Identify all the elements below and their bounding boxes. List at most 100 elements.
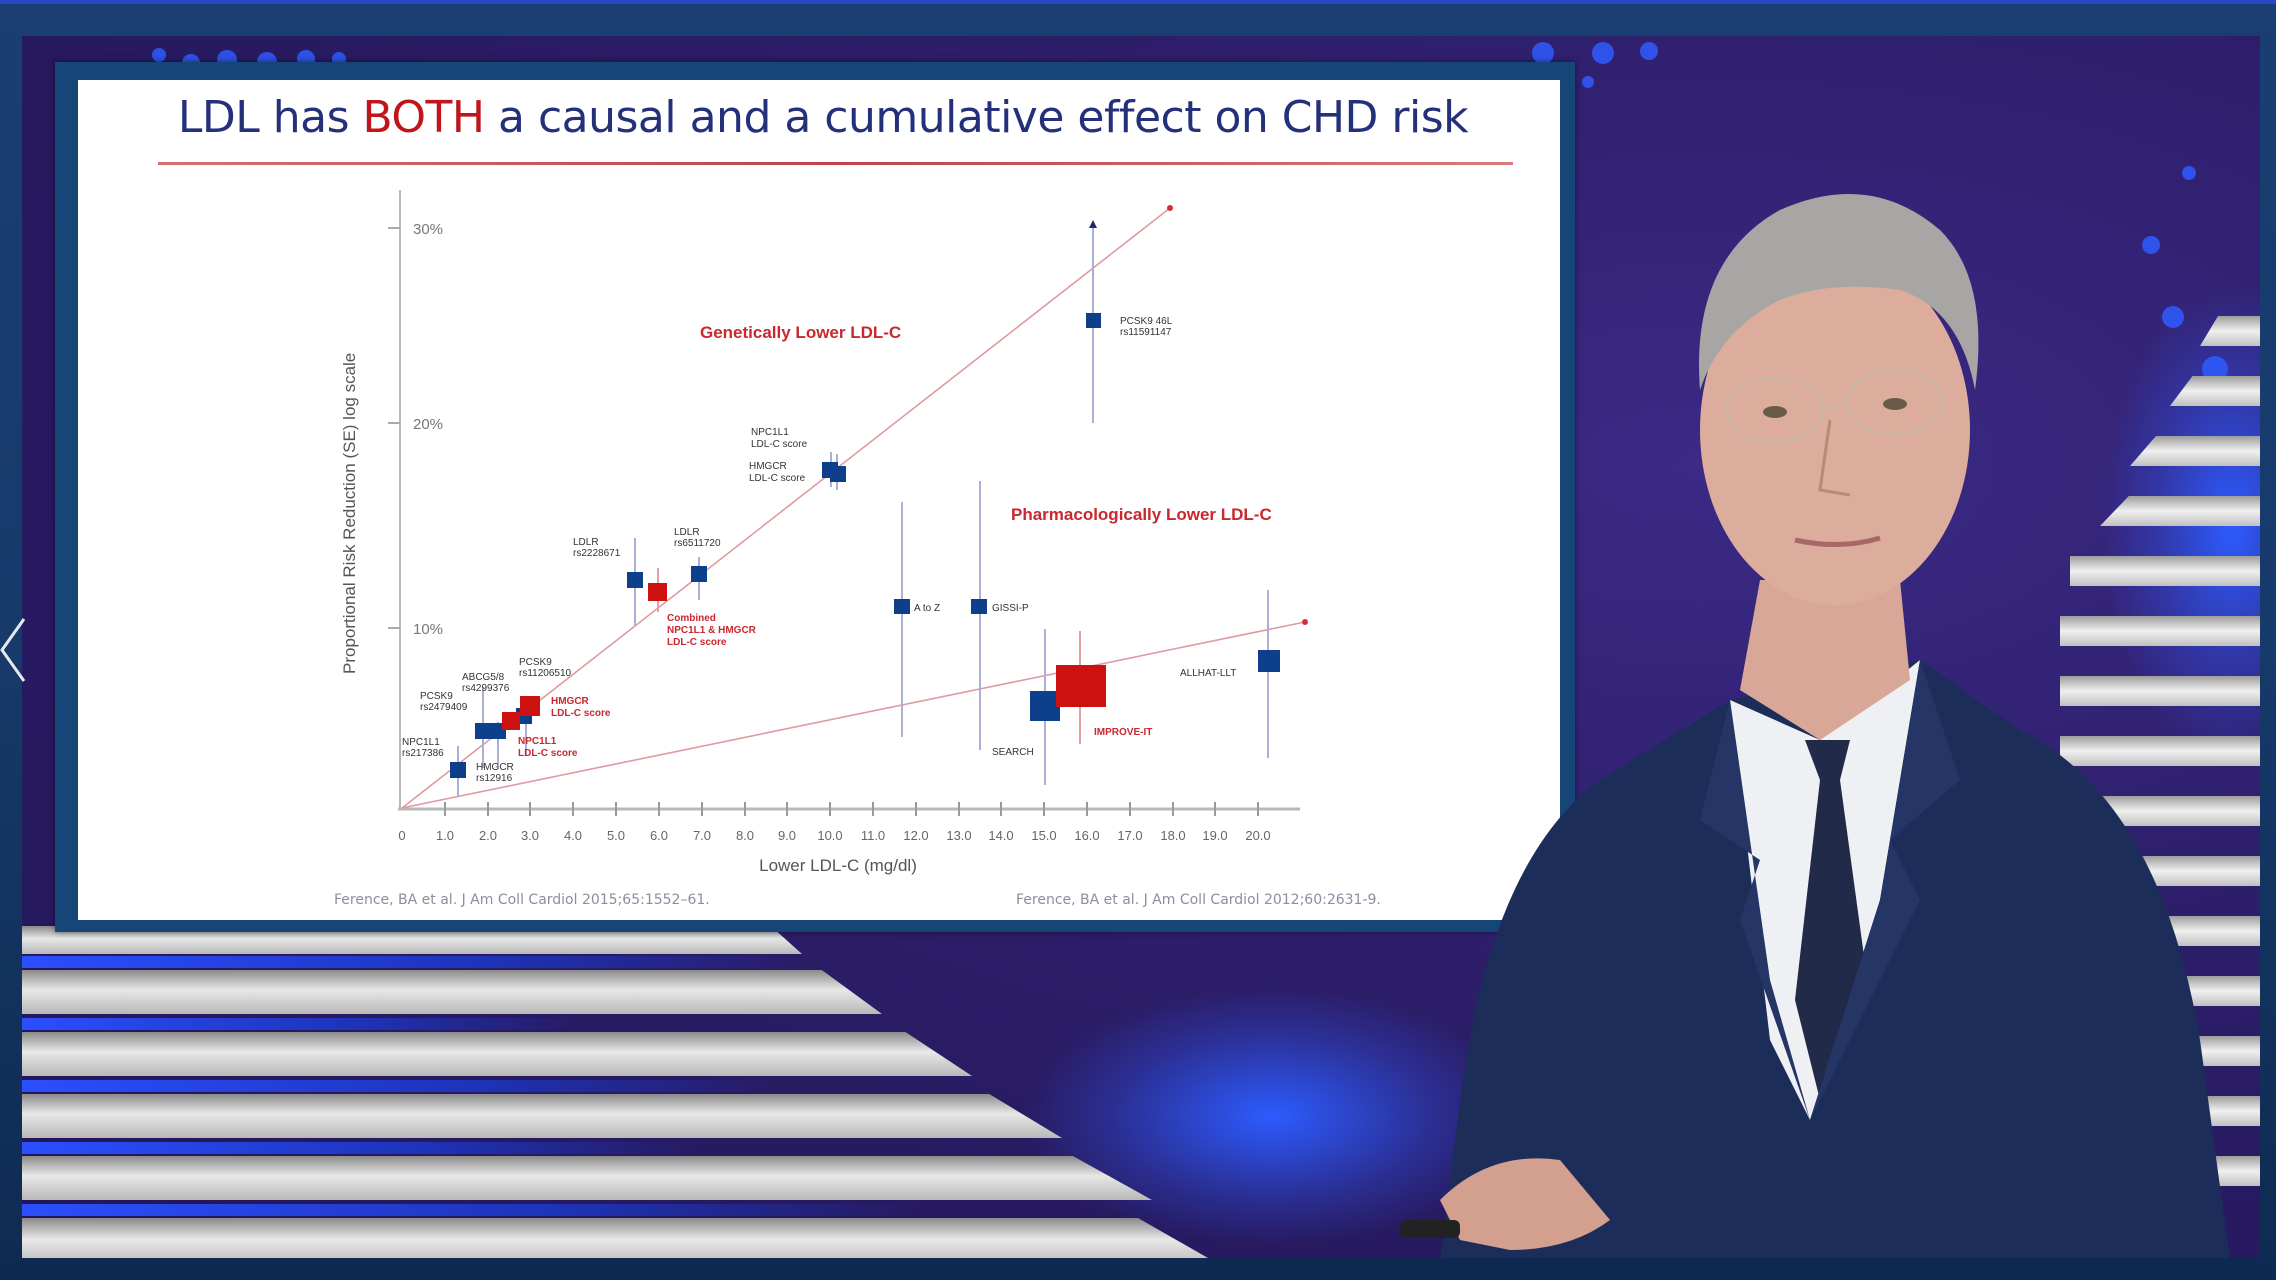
svg-text:LDL-C score: LDL-C score — [667, 637, 727, 648]
svg-text:SEARCH: SEARCH — [992, 747, 1034, 758]
decor-stripe — [22, 1218, 1222, 1260]
svg-text:NPC1L1: NPC1L1 — [402, 737, 440, 748]
svg-text:19.0: 19.0 — [1202, 828, 1227, 843]
mouth — [1794, 535, 1881, 547]
svg-text:rs11591147: rs11591147 — [1120, 327, 1172, 338]
svg-text:A to Z: A to Z — [914, 603, 940, 614]
svg-text:rs2228671: rs2228671 — [573, 548, 621, 559]
trend-arrow-head — [1167, 205, 1173, 211]
decor-dot — [1582, 76, 1594, 88]
svg-text:HMGCR: HMGCR — [749, 461, 787, 472]
svg-text:12.0: 12.0 — [903, 828, 928, 843]
svg-text:LDLR: LDLR — [674, 527, 700, 538]
decor-dot — [2162, 306, 2184, 328]
svg-text:17.0: 17.0 — [1117, 828, 1142, 843]
svg-text:PCSK9 46L: PCSK9 46L — [1120, 316, 1173, 327]
svg-text:10.0: 10.0 — [817, 828, 842, 843]
svg-text:LDL-C score: LDL-C score — [518, 748, 578, 759]
svg-text:9.0: 9.0 — [778, 828, 796, 843]
decor-dot — [1532, 42, 1554, 64]
decor-stripe — [2060, 616, 2260, 646]
decor-stripe — [22, 1156, 1152, 1200]
ldl-risk-chart: 30% 20% 10% Proportional Risk Reduction … — [340, 190, 1308, 875]
x-tick-labels: 0 1.0 2.0 3.0 4.0 5.0 6.0 7.0 8.0 9.0 10… — [398, 828, 1270, 843]
presentation-slide: LDL has BOTH a causal and a cumulative e… — [78, 80, 1560, 920]
svg-text:NPC1L1: NPC1L1 — [518, 736, 557, 747]
x-axis-label: Lower LDL-C (mg/dl) — [759, 856, 917, 875]
previous-slide-button[interactable] — [0, 615, 28, 685]
decor-dot — [1640, 42, 1658, 60]
svg-text:3.0: 3.0 — [521, 828, 539, 843]
slide-title: LDL has BOTH a causal and a cumulative e… — [158, 92, 1488, 143]
decor-dot — [2182, 166, 2196, 180]
svg-text:ABCG5/8: ABCG5/8 — [462, 672, 505, 683]
decor-band — [22, 1142, 702, 1154]
svg-text:11.0: 11.0 — [861, 828, 885, 843]
decor-band — [22, 1204, 922, 1216]
svg-text:16.0: 16.0 — [1074, 828, 1099, 843]
neck — [1740, 580, 1910, 740]
svg-text:rs4299376: rs4299376 — [462, 683, 510, 694]
clicker — [1400, 1220, 1460, 1238]
decor-band — [22, 956, 802, 968]
decor-stripe — [22, 1094, 1062, 1138]
svg-text:HMGCR: HMGCR — [476, 762, 514, 773]
svg-text:Combined: Combined — [667, 613, 716, 624]
genetic-markers-blue — [450, 313, 1101, 778]
svg-text:1.0: 1.0 — [436, 828, 454, 843]
y-tick-label: 20% — [413, 416, 443, 433]
svg-text:GISSI-P: GISSI-P — [992, 603, 1029, 614]
point-labels-red: HMGCR LDL-C score NPC1L1 LDL-C score Com… — [518, 613, 1152, 759]
svg-text:13.0: 13.0 — [946, 828, 971, 843]
svg-text:8.0: 8.0 — [736, 828, 754, 843]
decor-dot — [1592, 42, 1614, 64]
presenter-video — [1400, 194, 2230, 1260]
svg-text:PCSK9: PCSK9 — [519, 657, 552, 668]
decor-band — [22, 1080, 782, 1092]
decor-stripe — [2100, 496, 2260, 526]
svg-text:rs2479409: rs2479409 — [420, 702, 468, 713]
title-text: a causal and a cumulative effect on CHD … — [484, 92, 1469, 143]
frame-top-edge — [0, 0, 2276, 4]
svg-text:rs12916: rs12916 — [476, 773, 513, 784]
title-text: LDL has — [177, 92, 363, 143]
svg-text:LDL-C score: LDL-C score — [551, 708, 611, 719]
svg-text:6.0: 6.0 — [650, 828, 668, 843]
svg-text:LDL-C score: LDL-C score — [749, 473, 806, 484]
svg-text:18.0: 18.0 — [1160, 828, 1185, 843]
svg-text:2.0: 2.0 — [479, 828, 497, 843]
decor-stripe — [22, 970, 882, 1014]
pharma-series-label: Pharmacologically Lower LDL-C — [1011, 505, 1272, 524]
genetic-markers-red — [502, 583, 667, 730]
decor-dot — [2142, 236, 2160, 254]
glasses — [1726, 377, 1824, 443]
svg-text:20.0: 20.0 — [1245, 828, 1270, 843]
pharma-trend-line — [401, 621, 1306, 809]
title-accent: BOTH — [362, 92, 486, 143]
svg-text:NPC1L1: NPC1L1 — [751, 427, 789, 438]
svg-text:4.0: 4.0 — [564, 828, 582, 843]
point-labels: NPC1L1 rs217386 PCSK9 rs2479409 ABCG5/8 … — [402, 316, 1236, 784]
x-ticks — [444, 802, 1259, 816]
hands — [1440, 1158, 1610, 1250]
svg-text:IMPROVE-IT: IMPROVE-IT — [1094, 727, 1152, 738]
lapel — [1700, 700, 1810, 1120]
svg-text:15.0: 15.0 — [1031, 828, 1056, 843]
errorbar-arrow-icon — [1089, 220, 1097, 228]
y-tick-label: 30% — [413, 221, 443, 238]
svg-text:NPC1L1 & HMGCR: NPC1L1 & HMGCR — [667, 625, 757, 636]
svg-text:rs217386: rs217386 — [402, 748, 444, 759]
svg-text:5.0: 5.0 — [607, 828, 625, 843]
svg-text:LDL-C score: LDL-C score — [751, 439, 808, 450]
y-tick-label: 10% — [413, 621, 443, 638]
decor-dot — [152, 48, 166, 62]
svg-text:PCSK9: PCSK9 — [420, 691, 453, 702]
frame-bottom-edge — [0, 1258, 2276, 1280]
svg-text:14.0: 14.0 — [988, 828, 1013, 843]
genetic-series-label: Genetically Lower LDL-C — [700, 323, 901, 342]
svg-text:LDLR: LDLR — [573, 537, 599, 548]
face — [1700, 255, 1970, 605]
hair — [1699, 194, 1979, 390]
decor-band — [22, 1018, 582, 1030]
decor-stripe — [2070, 556, 2260, 586]
